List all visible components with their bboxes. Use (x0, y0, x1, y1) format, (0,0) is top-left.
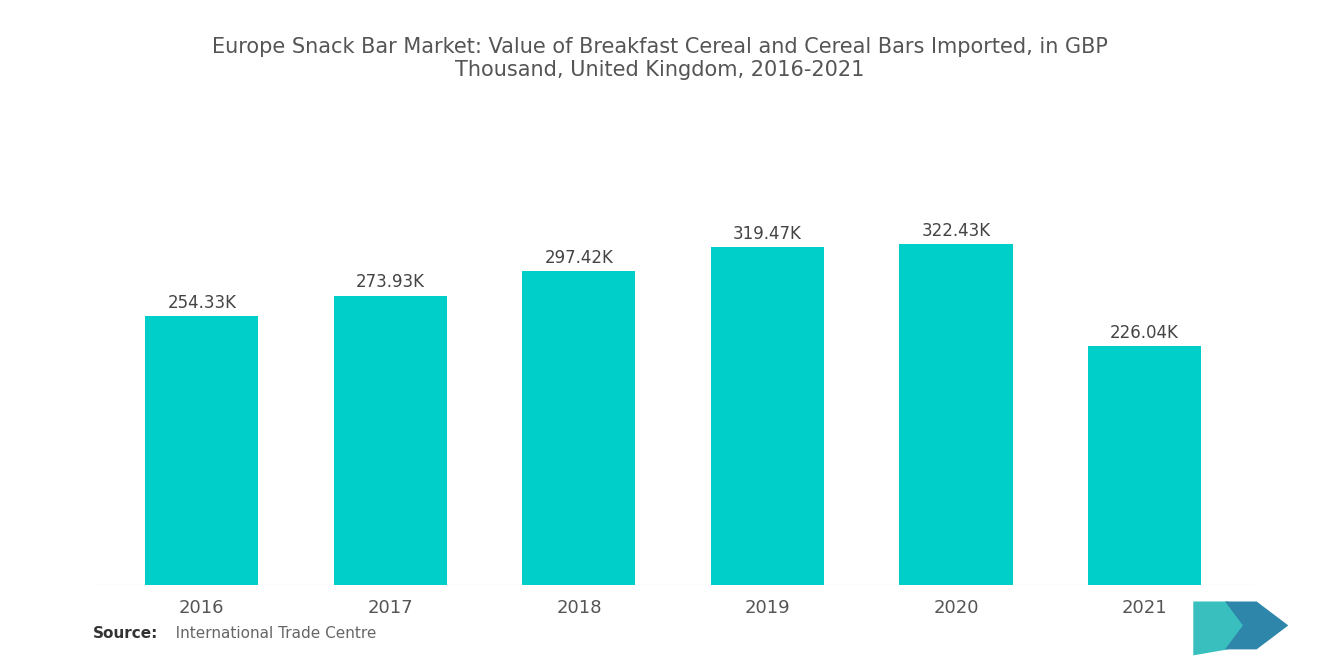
Polygon shape (1225, 601, 1288, 649)
Bar (711, 247, 824, 585)
Text: 254.33K: 254.33K (168, 294, 236, 312)
Bar (899, 244, 1012, 585)
Polygon shape (1193, 601, 1246, 656)
Bar (145, 317, 259, 585)
Text: International Trade Centre: International Trade Centre (161, 626, 376, 642)
Bar (523, 271, 635, 585)
Text: 226.04K: 226.04K (1110, 324, 1179, 342)
Text: 319.47K: 319.47K (733, 225, 803, 243)
Text: 322.43K: 322.43K (921, 222, 990, 240)
Text: 273.93K: 273.93K (356, 273, 425, 291)
Bar (1088, 346, 1201, 585)
Text: 297.42K: 297.42K (544, 249, 614, 267)
Bar (334, 296, 447, 585)
Text: Europe Snack Bar Market: Value of Breakfast Cereal and Cereal Bars Imported, in : Europe Snack Bar Market: Value of Breakf… (213, 37, 1107, 80)
Text: Source:: Source: (92, 626, 158, 642)
